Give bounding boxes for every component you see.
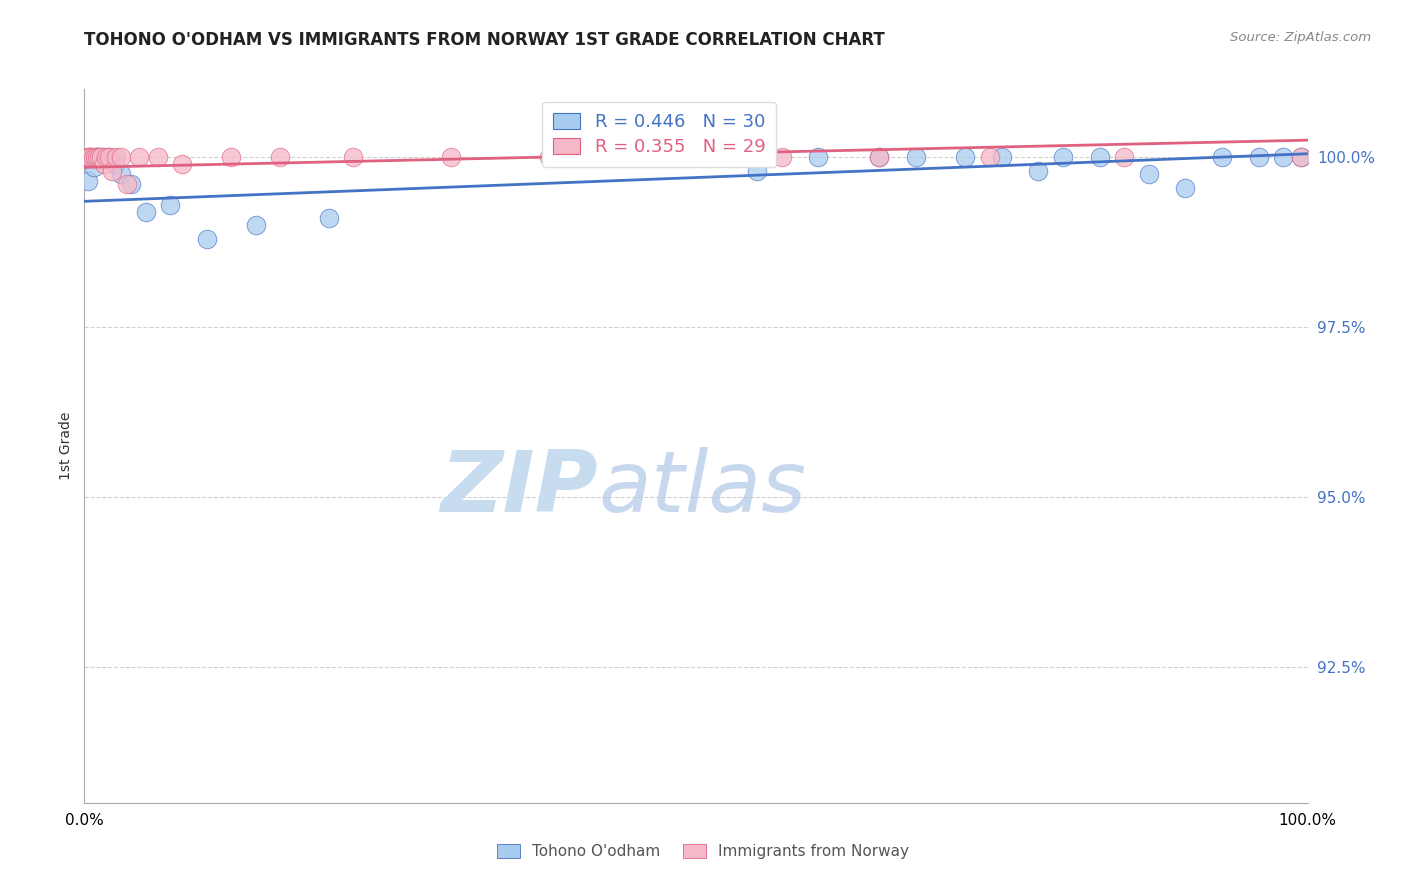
Point [953, 150, 976, 164]
Point [991, 150, 1014, 164]
Point [110, 150, 132, 164]
Text: atlas: atlas [598, 447, 806, 531]
Point [1088, 150, 1111, 164]
Point [440, 150, 463, 164]
Legend: Tohono O'odham, Immigrants from Norway: Tohono O'odham, Immigrants from Norway [491, 838, 915, 865]
Text: ZIP: ZIP [440, 447, 598, 531]
Text: TOHONO O'ODHAM VS IMMIGRANTS FROM NORWAY 1ST GRADE CORRELATION CHART: TOHONO O'ODHAM VS IMMIGRANTS FROM NORWAY… [84, 31, 886, 49]
Point [172, 157, 194, 171]
Point [115, 178, 138, 192]
Point [97, 150, 120, 164]
Point [96, 150, 118, 164]
Point [104, 157, 127, 171]
Point [269, 150, 291, 164]
Point [770, 150, 793, 164]
Point [1114, 150, 1136, 164]
Point [91, 150, 114, 164]
Point [87, 150, 110, 164]
Point [93, 157, 115, 171]
Point [747, 163, 769, 178]
Point [979, 150, 1001, 164]
Y-axis label: 1st Grade: 1st Grade [59, 412, 73, 480]
Point [869, 150, 891, 164]
Point [97, 150, 120, 164]
Point [1137, 167, 1160, 181]
Point [105, 150, 128, 164]
Point [538, 150, 561, 164]
Point [84, 150, 107, 164]
Point [807, 150, 830, 164]
Point [90, 150, 112, 164]
Point [318, 211, 340, 226]
Point [79, 150, 101, 164]
Point [661, 150, 683, 164]
Point [101, 163, 124, 178]
Point [77, 174, 100, 188]
Point [1028, 163, 1050, 178]
Point [77, 150, 100, 164]
Point [79, 150, 101, 164]
Point [159, 198, 181, 212]
Point [86, 150, 108, 164]
Point [1174, 180, 1197, 194]
Point [135, 204, 157, 219]
Point [905, 150, 928, 164]
Legend: R = 0.446   N = 30, R = 0.355   N = 29: R = 0.446 N = 30, R = 0.355 N = 29 [543, 102, 776, 167]
Point [82, 150, 104, 164]
Text: Source: ZipAtlas.com: Source: ZipAtlas.com [1230, 31, 1371, 45]
Point [76, 150, 98, 164]
Point [1291, 150, 1313, 164]
Point [1247, 150, 1270, 164]
Point [1211, 150, 1233, 164]
Point [83, 161, 105, 175]
Point [195, 232, 218, 246]
Point [87, 150, 110, 164]
Point [146, 150, 169, 164]
Point [110, 167, 132, 181]
Point [219, 150, 242, 164]
Point [1052, 150, 1074, 164]
Point [1291, 150, 1313, 164]
Point [120, 178, 142, 192]
Point [245, 218, 267, 232]
Point [86, 150, 108, 164]
Point [869, 150, 891, 164]
Point [342, 150, 364, 164]
Point [128, 150, 150, 164]
Point [1272, 150, 1295, 164]
